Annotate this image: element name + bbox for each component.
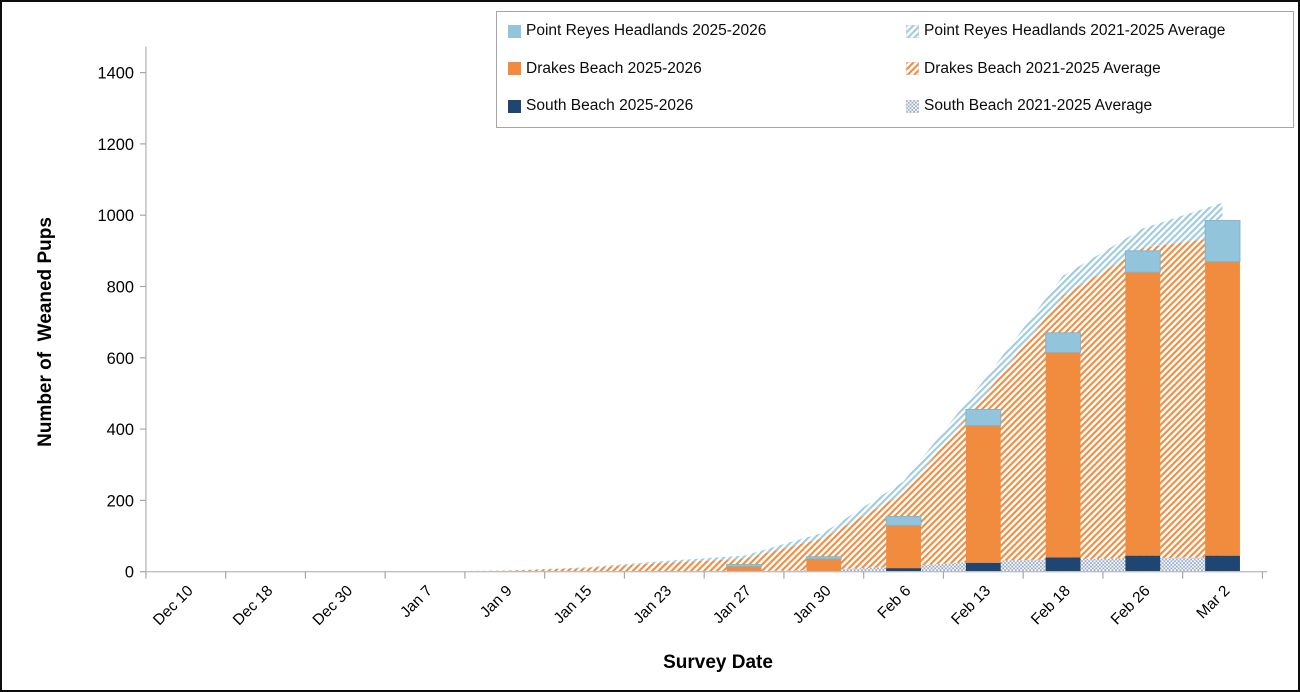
legend-swatch-icon	[906, 99, 919, 113]
legend-swatch-icon	[906, 24, 919, 38]
legend-swatch-icon	[508, 99, 521, 113]
y-tick-label: 600	[107, 350, 134, 368]
x-tick-label: Feb 6	[874, 582, 914, 622]
y-axis-title: Number of Weaned Pups	[35, 217, 56, 447]
bar-segment-south-beach-2025-2026	[886, 568, 921, 572]
legend-entry: Drakes Beach 2021-2025 Average	[906, 60, 1287, 78]
legend-label: South Beach 2021-2025 Average	[924, 97, 1153, 114]
legend-swatch-icon	[508, 24, 521, 38]
x-tick-label: Feb 13	[948, 582, 994, 628]
x-tick-label: Mar 2	[1193, 582, 1233, 622]
bar-segment-point-reyes-headlands-2025-2026	[1045, 332, 1081, 353]
legend-swatch-icon	[508, 62, 521, 75]
y-tick-label: 1200	[98, 136, 134, 154]
x-tick-label: Jan 27	[710, 582, 755, 627]
bar-segment-south-beach-2025-2026	[1045, 557, 1081, 572]
x-tick-label: Jan 9	[477, 582, 516, 621]
bar-segment-drakes-beach-2025-2026	[1045, 352, 1081, 558]
x-tick-label: Dec 10	[150, 582, 197, 629]
bar-segment-south-beach-2025-2026	[965, 562, 1001, 572]
legend-label: Drakes Beach 2025-2026	[526, 59, 702, 77]
bar-segment-point-reyes-headlands-2025-2026	[805, 556, 842, 560]
x-tick-label: Feb 18	[1028, 582, 1074, 628]
area-drakes-beach-2021-2025-average	[185, 236, 1223, 572]
average-areas	[185, 202, 1223, 572]
y-tick-label: 400	[107, 421, 134, 439]
legend-entry: South Beach 2021-2025 Average	[906, 97, 1287, 115]
legend-box: Point Reyes Headlands 2025-2026 Point Rey…	[496, 11, 1294, 128]
x-tick-label: Jan 23	[630, 582, 675, 627]
bar-segment-point-reyes-headlands-2025-2026	[965, 408, 1002, 427]
y-tick-label: 1400	[98, 65, 134, 83]
y-tick-label: 800	[107, 278, 134, 296]
bar-segment-drakes-beach-2025-2026	[965, 425, 1001, 563]
legend-label: Point Reyes Headlands 2025-2026	[526, 22, 767, 39]
bar-segment-drakes-beach-2025-2026	[1205, 261, 1240, 556]
bar-segment-drakes-beach-2025-2026	[726, 566, 762, 572]
bar-segment-south-beach-2025-2026	[1125, 555, 1161, 572]
legend-label: Point Reyes Headlands 2021-2025 Average	[924, 22, 1226, 39]
x-tick-label: Dec 30	[310, 582, 357, 629]
bar-segment-south-beach-2025-2026	[1205, 555, 1240, 572]
x-tick-label: Dec 18	[230, 582, 277, 629]
bar-segment-point-reyes-headlands-2025-2026	[885, 515, 922, 526]
legend-label: Drakes Beach 2021-2025 Average	[924, 59, 1161, 77]
season-bars	[726, 220, 1241, 572]
legend-entry: Point Reyes Headlands 2021-2025 Average	[906, 22, 1287, 40]
x-tick-label: Jan 7	[397, 582, 436, 621]
legend-swatch-icon	[906, 62, 919, 75]
bar-segment-point-reyes-headlands-2025-2026	[1204, 220, 1241, 263]
area-south-beach-2021-2025-average	[185, 557, 1223, 572]
legend-entry: South Beach 2025-2026	[508, 97, 906, 115]
bar-segment-drakes-beach-2025-2026	[1125, 272, 1161, 556]
x-tick-label: Jan 30	[790, 582, 835, 627]
legend-entry: Drakes Beach 2025-2026	[508, 60, 906, 78]
y-tick-label: 200	[107, 492, 134, 510]
bar-segment-point-reyes-headlands-2025-2026	[1124, 250, 1161, 273]
legend-label: South Beach 2025-2026	[526, 97, 694, 114]
x-tick-label: Feb 26	[1108, 582, 1154, 628]
y-tick-label: 0	[125, 564, 134, 582]
bar-segment-drakes-beach-2025-2026	[886, 525, 921, 569]
legend-entry: Point Reyes Headlands 2025-2026	[508, 22, 906, 40]
bar-segment-point-reyes-headlands-2025-2026	[726, 564, 762, 567]
x-tick-label: Jan 15	[551, 582, 596, 627]
bar-segment-drakes-beach-2025-2026	[806, 558, 842, 572]
x-axis-title: Survey Date	[663, 652, 773, 673]
y-tick-label: 1000	[98, 207, 134, 225]
